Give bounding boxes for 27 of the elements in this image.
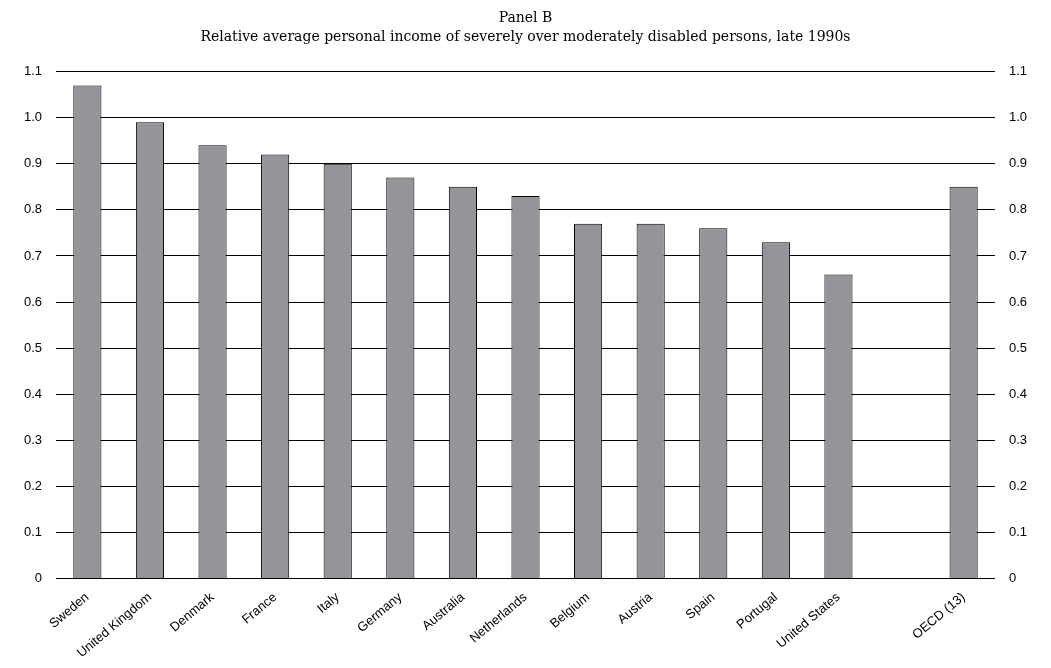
- y2-tick-label: 1.1: [1008, 63, 1028, 79]
- y2-tick-label: 1.0: [1008, 109, 1028, 125]
- y-tick-label: 0.7: [23, 247, 43, 263]
- y2-tick-label: 0.2: [1008, 477, 1028, 493]
- chart-subtitle: Relative average personal income of severely over moderately disabled persons, late 1990s: [200, 27, 851, 44]
- y-tick-label: 0.3: [23, 431, 43, 447]
- y-tick-label: 0.4: [23, 385, 43, 401]
- y2-tick-label: 0.9: [1008, 155, 1028, 171]
- y2-tick-label: 0.6: [1008, 293, 1028, 309]
- y2-tick-label: 0.3: [1008, 431, 1028, 447]
- x-tick-label: Italy: [314, 588, 343, 616]
- y-tick-label: 0.9: [23, 155, 43, 171]
- chart-title: Panel B: [498, 9, 553, 26]
- y-tick-label: 0: [34, 570, 43, 586]
- y2-tick-label: 0.1: [1008, 524, 1028, 540]
- y2-tick-label: 0.5: [1008, 339, 1028, 355]
- y2-tick-label: 0.8: [1008, 201, 1028, 217]
- y-tick-label: 0.5: [23, 339, 43, 355]
- y-tick-label: 1.1: [23, 63, 43, 79]
- y2-tick-label: 0.7: [1008, 247, 1028, 263]
- y-tick-label: 0.8: [23, 201, 43, 217]
- y-tick-label: 0.1: [23, 524, 43, 540]
- y-tick-label: 0.2: [23, 477, 43, 493]
- y2-tick-label: 0.4: [1008, 385, 1028, 401]
- y-tick-label: 1.0: [23, 109, 43, 125]
- y-tick-label: 0.6: [23, 293, 43, 309]
- y2-tick-label: 0: [1008, 570, 1017, 586]
